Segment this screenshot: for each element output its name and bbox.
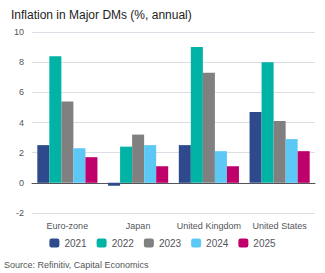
svg-text:United States: United States (253, 221, 308, 231)
svg-text:-2: -2 (16, 208, 24, 218)
svg-text:Source: Refinitiv, Capital Eco: Source: Refinitiv, Capital Economics (4, 260, 149, 270)
svg-text:2022: 2022 (112, 238, 135, 249)
svg-text:Japan: Japan (126, 221, 151, 231)
svg-text:10: 10 (14, 27, 24, 37)
svg-text:0: 0 (19, 178, 24, 188)
svg-text:2: 2 (19, 148, 24, 158)
svg-text:8: 8 (19, 57, 24, 67)
svg-text:2025: 2025 (253, 238, 276, 249)
svg-text:Euro-zone: Euro-zone (47, 221, 89, 231)
svg-text:Inflation in Major DMs (%, ann: Inflation in Major DMs (%, annual) (11, 8, 192, 22)
svg-text:2024: 2024 (206, 238, 229, 249)
svg-text:2021: 2021 (64, 238, 87, 249)
svg-text:United Kingdom: United Kingdom (177, 221, 241, 231)
svg-text:4: 4 (19, 118, 24, 128)
svg-text:6: 6 (19, 87, 24, 97)
svg-text:2023: 2023 (159, 238, 182, 249)
